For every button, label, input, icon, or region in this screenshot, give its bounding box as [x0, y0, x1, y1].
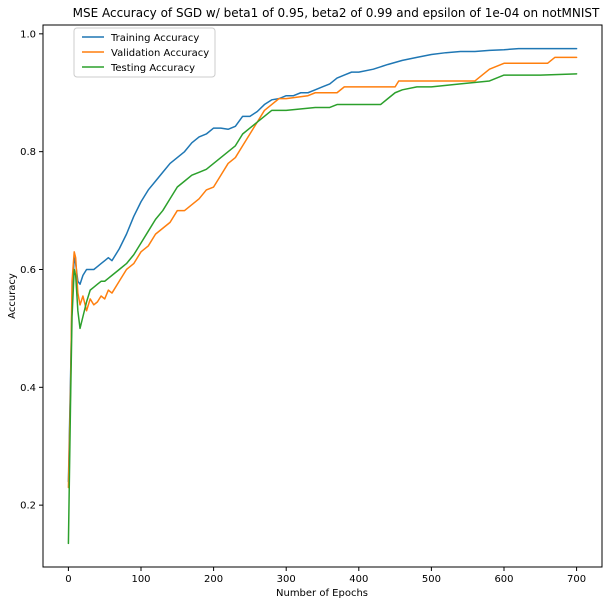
x-axis-label: Number of Epochs — [276, 588, 368, 599]
series-line-training-accuracy — [67, 47, 578, 483]
legend-label-validation: Validation Accuracy — [111, 48, 209, 59]
y-tick-label-0.6: 0.6 — [20, 265, 36, 276]
legend-box — [73, 27, 216, 78]
x-tick-label-200: 200 — [204, 574, 223, 585]
x-tick-label-500: 500 — [422, 574, 441, 585]
plot-frame — [42, 24, 603, 568]
series-line-testing-accuracy — [67, 73, 578, 545]
plot-area: 0 100 200 300 400 500 600 700 0.2 0.4 0.6 0.8 1.0 — [20, 24, 603, 585]
series-line-validation-accuracy — [67, 56, 578, 489]
y-tick-label-0.4: 0.4 — [20, 383, 36, 394]
y-tick-label-0.2: 0.2 — [20, 501, 36, 512]
x-tick-label-100: 100 — [131, 574, 150, 585]
y-axis-label: Accuracy — [7, 273, 18, 319]
legend-label-testing: Testing Accuracy — [110, 63, 195, 74]
y-tick-label-1: 1.0 — [20, 29, 36, 40]
y-tick-label-0.8: 0.8 — [20, 147, 36, 158]
x-tick-label-400: 400 — [349, 574, 368, 585]
legend: Training Accuracy Validation Accuracy Te… — [73, 27, 216, 78]
x-tick-label-600: 600 — [494, 574, 513, 585]
x-tick-label-700: 700 — [567, 574, 586, 585]
legend-label-training: Training Accuracy — [110, 33, 199, 44]
x-tick-label-300: 300 — [277, 574, 296, 585]
chart-title: MSE Accuracy of SGD w/ beta1 of 0.95, be… — [73, 6, 600, 20]
x-tick-label-0: 0 — [65, 574, 71, 585]
